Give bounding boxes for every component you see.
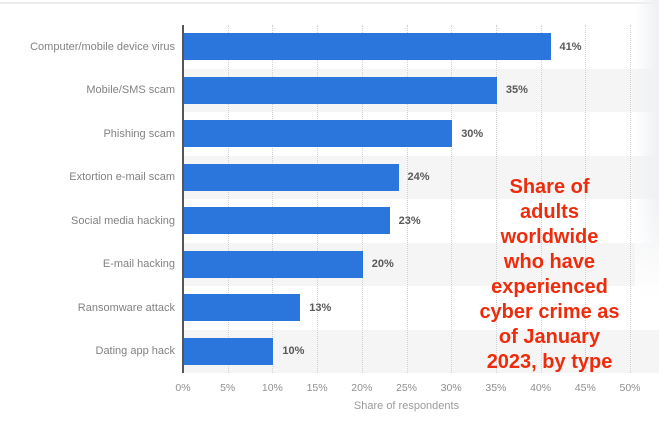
bar[interactable] (184, 294, 301, 322)
gridline (630, 25, 631, 373)
category-label: Dating app hack (95, 345, 176, 358)
gridline (406, 25, 408, 373)
bar[interactable] (184, 207, 390, 235)
annotation-line: adults (520, 201, 579, 223)
x-tick-label: 5% (220, 382, 236, 394)
value-label: 20% (371, 258, 394, 271)
x-tick-label: 25% (395, 382, 418, 394)
annotation-line: Share of (509, 176, 590, 198)
x-tick-label: 10% (261, 382, 283, 394)
category-label: Computer/mobile device virus (30, 40, 175, 53)
gridline (585, 25, 587, 373)
bar[interactable] (184, 120, 453, 148)
value-label: 13% (309, 301, 332, 314)
annotation-line: cyber crime as (479, 301, 620, 323)
category-label: Phishing scam (103, 127, 175, 140)
annotation-line: who have (503, 251, 596, 273)
annotation-line: experienced (491, 276, 608, 298)
category-label: Mobile/SMS scam (86, 84, 175, 97)
bar[interactable] (184, 337, 274, 365)
annotation-line: of January (498, 326, 601, 348)
annotation-line: 2023, by type (486, 351, 613, 373)
gridline (227, 25, 229, 373)
category-label: Social media hacking (71, 214, 175, 227)
x-tick-label: 45% (574, 382, 596, 394)
x-tick-label: 15% (306, 382, 328, 394)
category-label: Ransomware attack (77, 301, 175, 314)
x-tick-label: 20% (351, 382, 373, 394)
value-label: 30% (461, 127, 484, 140)
category-label: E-mail hacking (102, 258, 175, 271)
x-axis-title: Share of respondents (353, 400, 460, 412)
gridline (361, 25, 363, 373)
value-label: 41% (559, 40, 582, 53)
value-label: 35% (505, 84, 528, 97)
gridline (495, 25, 497, 373)
gridline (272, 25, 274, 373)
bar[interactable] (184, 33, 551, 61)
x-tick-label: 35% (485, 382, 507, 394)
x-tick-label: 0% (175, 382, 191, 394)
annotation-line: worldwide (500, 226, 599, 248)
gridline (540, 25, 542, 373)
x-tick-label: 40% (530, 382, 552, 394)
bar[interactable] (184, 250, 363, 278)
chart-annotation: Share of adults worldwide who have experienc… (461, 175, 638, 375)
bar[interactable] (184, 76, 497, 104)
value-label: 10% (282, 345, 305, 358)
value-label: 24% (407, 171, 430, 184)
gridline (317, 25, 319, 373)
gridline (451, 25, 453, 373)
bar[interactable] (184, 163, 399, 191)
x-tick-label: 50% (619, 382, 641, 394)
y-axis-line (182, 25, 184, 373)
category-label: Extortion e-mail scam (69, 171, 175, 184)
x-tick-label: 30% (440, 382, 462, 394)
value-label: 23% (398, 214, 421, 227)
top-border (0, 2, 659, 4)
